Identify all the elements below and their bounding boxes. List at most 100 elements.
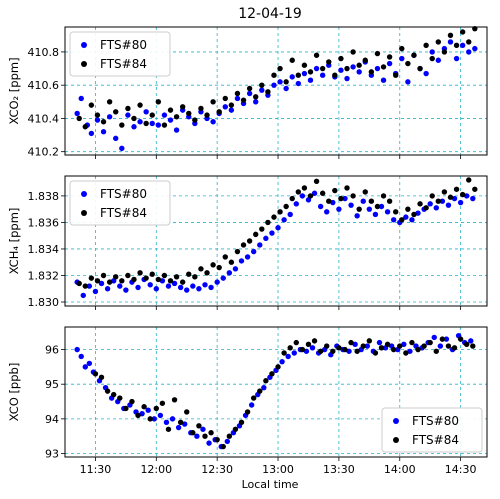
point-FTS84 [459,191,466,198]
point-FTS84 [332,187,338,194]
point-FTS80 [342,195,348,202]
point-FTS80 [447,39,454,45]
panel-2: 1.830 1.832 1.834 1.836 1.838 XCH₄ [ppm] FTS#8… [7,175,488,310]
legend-marker [393,418,399,424]
legend-marker [81,61,87,67]
point-FTS84 [429,55,435,62]
point-FTS84 [435,39,442,45]
point-FTS80 [117,283,123,289]
point-FTS80 [125,112,131,118]
point-FTS84 [348,339,354,346]
point-FTS80 [246,90,253,97]
point-FTS84 [131,115,137,122]
point-FTS80 [155,122,162,128]
point-FTS80 [301,70,308,77]
point-FTS80 [143,109,149,115]
point-FTS84 [417,65,423,72]
point-FTS80 [78,95,84,102]
point-FTS84 [368,198,375,204]
point-FTS80 [167,117,174,123]
point-FTS84 [417,201,423,207]
point-FTS80 [346,348,352,354]
legend-label: FTS#84 [412,433,459,447]
y-tick-label: 93 [45,448,59,461]
point-FTS84 [186,110,192,117]
point-FTS84 [470,343,476,349]
point-FTS84 [332,72,338,78]
point-FTS80 [104,286,111,292]
point-FTS84 [319,65,326,72]
point-FTS80 [182,421,188,427]
point-FTS80 [324,209,330,215]
point-FTS80 [330,199,336,206]
y-tick-label: 1.830 [28,296,60,309]
point-FTS84 [171,397,178,403]
x-tick-label: 13:30 [323,463,355,476]
point-FTS80 [374,65,381,72]
point-FTS80 [269,230,275,236]
point-FTS80 [336,206,342,212]
point-FTS84 [324,343,330,349]
point-FTS80 [283,85,289,92]
point-FTS80 [293,201,299,207]
point-FTS84 [246,238,253,244]
point-FTS84 [433,348,439,354]
point-FTS84 [119,278,125,284]
point-FTS84 [153,405,159,412]
point-FTS84 [155,276,162,283]
point-FTS84 [283,203,289,210]
point-FTS84 [338,195,344,202]
point-FTS80 [348,202,354,208]
point-FTS84 [179,279,186,285]
point-FTS84 [380,64,387,70]
x-tick-label: 13:00 [262,463,294,476]
point-FTS80 [380,77,387,83]
point-FTS84 [135,412,141,419]
point-FTS80 [399,55,405,62]
point-FTS80 [376,339,383,346]
point-FTS80 [437,343,444,349]
point-FTS84 [271,72,277,78]
point-FTS80 [220,275,226,281]
point-FTS84 [192,274,198,280]
point-FTS84 [216,109,222,115]
point-FTS84 [240,242,247,248]
point-FTS84 [277,209,283,215]
point-FTS84 [301,185,308,191]
y-tick-label: 94 [45,413,59,426]
point-FTS84 [234,248,241,255]
point-FTS80 [305,197,312,203]
point-FTS80 [271,82,277,88]
point-FTS84 [393,72,399,78]
point-FTS80 [206,440,212,446]
x-axis-label: Local time [242,478,299,491]
point-FTS80 [470,195,476,202]
point-FTS84 [113,274,119,280]
point-FTS80 [289,74,295,80]
point-FTS84 [208,430,214,436]
point-FTS84 [464,341,470,348]
point-FTS84 [313,178,320,185]
point-FTS80 [313,65,320,72]
point-FTS84 [186,271,192,277]
point-FTS84 [374,203,381,210]
point-FTS84 [161,122,168,128]
point-FTS84 [283,79,289,85]
point-FTS84 [344,185,350,191]
point-FTS84 [447,194,454,200]
point-FTS84 [177,419,184,426]
point-FTS80 [445,202,452,208]
point-FTS84 [125,105,131,112]
point-FTS84 [457,336,464,342]
y-tick-label: 410.2 [28,146,60,159]
point-FTS80 [153,286,159,292]
point-FTS80 [279,358,285,365]
point-FTS80 [354,213,360,219]
point-FTS84 [155,99,162,105]
point-FTS80 [135,284,141,291]
point-FTS84 [141,404,147,410]
point-FTS84 [143,120,149,127]
point-FTS84 [210,99,216,105]
point-FTS84 [184,409,190,415]
